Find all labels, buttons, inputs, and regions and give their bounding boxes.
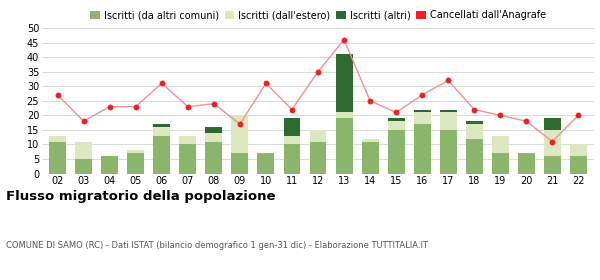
Point xyxy=(521,119,531,123)
Bar xyxy=(335,118,353,174)
Bar xyxy=(75,159,92,174)
Point xyxy=(183,104,193,109)
Point xyxy=(131,104,140,109)
Text: Flusso migratorio della popolazione: Flusso migratorio della popolazione xyxy=(6,190,275,203)
Bar xyxy=(154,127,170,136)
Point xyxy=(209,101,218,106)
Bar xyxy=(466,139,482,174)
Bar xyxy=(413,113,431,124)
Point xyxy=(105,104,115,109)
Bar xyxy=(544,156,561,174)
Bar xyxy=(154,124,170,127)
Bar xyxy=(388,121,404,130)
Bar xyxy=(205,127,223,133)
Bar xyxy=(362,139,379,142)
Bar xyxy=(232,115,248,153)
Point xyxy=(235,122,245,126)
Bar xyxy=(127,153,144,174)
Bar xyxy=(570,144,587,156)
Bar xyxy=(75,142,92,159)
Bar xyxy=(492,153,509,174)
Bar xyxy=(413,109,431,113)
Bar xyxy=(388,130,404,174)
Bar xyxy=(518,153,535,174)
Bar xyxy=(179,136,196,144)
Bar xyxy=(440,113,457,130)
Point xyxy=(574,113,583,118)
Point xyxy=(365,99,375,103)
Point xyxy=(339,38,349,42)
Bar xyxy=(284,144,301,174)
Bar xyxy=(205,133,223,142)
Point xyxy=(391,110,401,115)
Bar xyxy=(388,118,404,121)
Bar xyxy=(466,124,482,139)
Bar xyxy=(284,136,301,144)
Bar xyxy=(413,124,431,174)
Point xyxy=(469,107,479,112)
Bar xyxy=(101,156,118,174)
Point xyxy=(496,113,505,118)
Text: COMUNE DI SAMO (RC) - Dati ISTAT (bilancio demografico 1 gen-31 dic) - Elaborazi: COMUNE DI SAMO (RC) - Dati ISTAT (bilanc… xyxy=(6,241,428,250)
Bar xyxy=(362,142,379,174)
Bar xyxy=(544,118,561,130)
Point xyxy=(443,78,453,83)
Bar xyxy=(310,130,326,142)
Bar xyxy=(440,130,457,174)
Bar xyxy=(544,130,561,156)
Legend: Iscritti (da altri comuni), Iscritti (dall'estero), Iscritti (altri), Cancellati: Iscritti (da altri comuni), Iscritti (da… xyxy=(90,10,546,20)
Bar xyxy=(335,54,353,113)
Bar xyxy=(49,142,66,174)
Bar xyxy=(492,136,509,153)
Point xyxy=(418,93,427,97)
Bar xyxy=(466,121,482,124)
Bar xyxy=(570,156,587,174)
Point xyxy=(261,81,271,86)
Bar xyxy=(440,109,457,113)
Bar xyxy=(49,136,66,142)
Bar xyxy=(179,144,196,174)
Bar xyxy=(257,153,274,174)
Bar xyxy=(232,153,248,174)
Bar xyxy=(205,142,223,174)
Bar xyxy=(127,150,144,153)
Point xyxy=(287,107,297,112)
Point xyxy=(79,119,88,123)
Point xyxy=(157,81,167,86)
Bar xyxy=(154,136,170,174)
Point xyxy=(53,93,62,97)
Point xyxy=(313,69,323,74)
Bar xyxy=(284,118,301,136)
Bar xyxy=(310,142,326,174)
Point xyxy=(548,139,557,144)
Bar xyxy=(335,113,353,118)
